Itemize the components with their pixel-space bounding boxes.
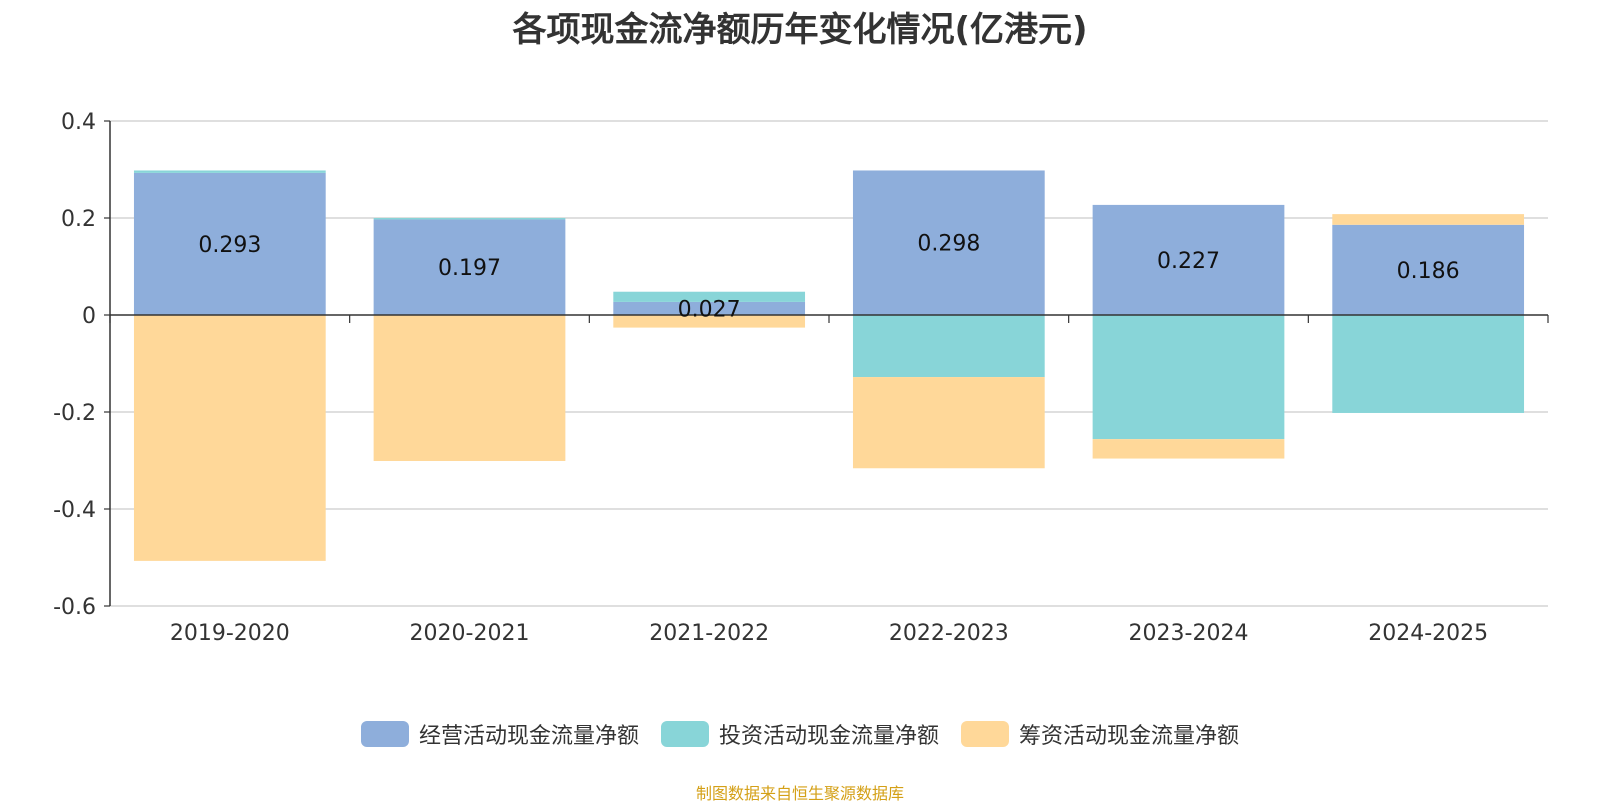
legend-item-investing[interactable]: 投资活动现金流量净额 xyxy=(660,718,939,750)
bar-segment xyxy=(613,291,806,302)
bar-chart: 0.4 0.2 0 -0.2 -0.4 -0.6 2019-2020 2020-2021 202… xyxy=(53,110,1549,646)
bar-segment xyxy=(852,377,1045,469)
data-label: 0.293 xyxy=(198,233,261,258)
bar-segment xyxy=(1092,439,1285,459)
data-labels: 0.293 0.197 0.027 0.298 0.227 0.186 xyxy=(198,232,1459,323)
x-tick-label: 2023-2024 xyxy=(1129,621,1249,646)
legend-item-operating[interactable]: 经营活动现金流量净额 xyxy=(360,718,639,750)
bar-segment xyxy=(373,218,566,220)
y-tick-label: -0.6 xyxy=(53,595,96,620)
legend-swatch-operating xyxy=(360,721,409,747)
bar-segment xyxy=(373,315,566,461)
bar-segment xyxy=(613,301,806,315)
chart-title: 各项现金流净额历年变化情况(亿港元) xyxy=(512,10,1088,50)
y-tick-label: -0.2 xyxy=(53,401,96,426)
bar-segment xyxy=(613,315,806,328)
legend-item-financing[interactable]: 筹资活动现金流量净额 xyxy=(961,718,1239,750)
bar-segment xyxy=(133,172,326,315)
bar-segment xyxy=(133,315,326,561)
bar-segment xyxy=(852,315,1045,378)
x-tick-label: 2020-2021 xyxy=(410,621,530,646)
bar-segment xyxy=(373,219,566,315)
y-tick-label: -0.4 xyxy=(53,498,96,523)
x-tick-label: 2022-2023 xyxy=(889,621,1009,646)
x-tick-label: 2019-2020 xyxy=(170,621,290,646)
bar-segment xyxy=(852,170,1045,315)
bar-segment xyxy=(1332,315,1525,413)
legend: 经营活动现金流量净额 投资活动现金流量净额 筹资活动现金流量净额 xyxy=(0,718,1600,750)
y-tick-label: 0 xyxy=(82,304,96,329)
x-tick-label: 2021-2022 xyxy=(649,621,769,646)
gridlines xyxy=(110,120,1548,607)
source-note: 制图数据来自恒生聚源数据库 xyxy=(695,784,904,803)
data-label: 0.027 xyxy=(678,297,741,322)
bar-segment xyxy=(1332,224,1525,315)
y-tick-label: 0.2 xyxy=(61,207,96,232)
legend-swatch-investing xyxy=(660,721,709,747)
data-label: 0.186 xyxy=(1397,259,1460,284)
data-label: 0.227 xyxy=(1157,249,1220,274)
bar-segment xyxy=(1332,214,1525,225)
legend-label-financing: 筹资活动现金流量净额 xyxy=(1019,724,1240,749)
bar-segment xyxy=(1092,204,1285,315)
axes: 0.4 0.2 0 -0.2 -0.4 -0.6 2019-2020 2020-2021 202… xyxy=(53,110,1549,646)
x-tick-label: 2024-2025 xyxy=(1368,621,1488,646)
legend-label-operating: 经营活动现金流量净额 xyxy=(418,724,639,749)
legend-label-investing: 投资活动现金流量净额 xyxy=(718,724,939,749)
y-tick-label: 0.4 xyxy=(61,110,96,135)
bar-segment xyxy=(133,170,326,173)
bar-series xyxy=(133,170,1525,561)
data-label: 0.197 xyxy=(438,256,501,281)
bar-segment xyxy=(1092,315,1285,440)
legend-swatch-financing xyxy=(961,721,1009,747)
data-label: 0.298 xyxy=(917,232,980,257)
